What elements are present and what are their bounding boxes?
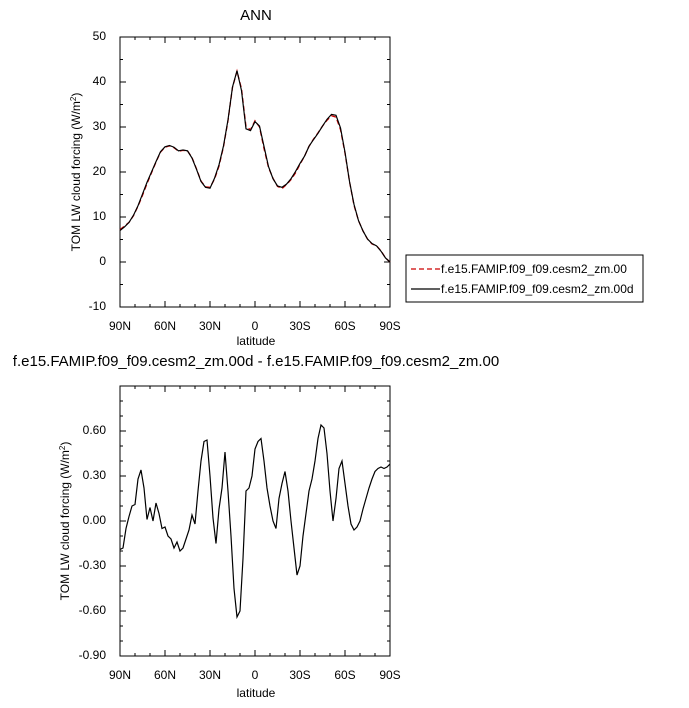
bottom-x-axis-label: latitude (237, 686, 276, 700)
legend-label-zm00d: f.e15.FAMIP.f09_f09.cesm2_zm.00d (441, 282, 634, 296)
legend: f.e15.FAMIP.f09_f09.cesm2_zm.00 f.e15.FA… (405, 254, 644, 303)
top-y-tick-label: 30 (93, 119, 107, 133)
bottom-y-tick-label: 0.00 (83, 513, 107, 527)
bottom-x-tick-label: 30N (199, 668, 221, 682)
top-y-axis-label-text: TOM LW cloud forcing (W/m (69, 101, 83, 251)
bottom-x-tick-label: 60S (334, 668, 355, 682)
top-x-tick-label: 60N (154, 319, 176, 333)
top-y-tick-label: 40 (93, 74, 107, 88)
top-x-tick-label: 0 (252, 319, 259, 333)
top-y-tick-label: 50 (93, 29, 107, 43)
top-series-line-zm00d (119, 70, 391, 263)
top-y-tick-label: 20 (93, 164, 107, 178)
bottom-x-tick-label: 90S (379, 668, 400, 682)
bottom-x-tick-label: 0 (252, 668, 259, 682)
top-x-tick-label: 30S (289, 319, 310, 333)
top-x-tick-labels: 90N 60N 30N 0 30S 60S 90S (109, 319, 401, 333)
top-y-tick-label: 10 (93, 209, 107, 223)
top-y-axis-label: TOM LW cloud forcing (W/m2) (69, 93, 84, 252)
top-x-tick-label: 30N (199, 319, 221, 333)
bottom-y-axis-label-text: TOM LW cloud forcing (W/m (58, 450, 72, 600)
bottom-axis-ticks (119, 386, 391, 657)
legend-label-zm00: f.e15.FAMIP.f09_f09.cesm2_zm.00 (441, 262, 627, 276)
top-y-axis-label-close: ) (69, 93, 83, 97)
bottom-chart-title: f.e15.FAMIP.f09_f09.cesm2_zm.00d - f.e15… (13, 353, 499, 370)
top-x-tick-label: 90S (379, 319, 400, 333)
top-series-line-zm00 (119, 68, 391, 263)
top-y-tick-label: -10 (89, 299, 107, 313)
top-chart-title: ANN (240, 7, 272, 24)
bottom-x-tick-labels: 90N 60N 30N 0 30S 60S 90S (109, 668, 401, 682)
bottom-y-tick-label: 0.60 (83, 423, 107, 437)
legend-box (405, 254, 644, 303)
top-x-tick-label: 90N (109, 319, 131, 333)
bottom-y-axis-label-sup: 2 (58, 445, 67, 450)
top-x-tick-label: 60S (334, 319, 355, 333)
bottom-y-axis-label: TOM LW cloud forcing (W/m2) (58, 442, 73, 601)
bottom-x-tick-label: 30S (289, 668, 310, 682)
bottom-x-tick-label: 60N (154, 668, 176, 682)
top-plot-frame (119, 36, 391, 308)
top-y-tick-label: 0 (99, 254, 106, 268)
top-y-axis-label-sup: 2 (69, 96, 78, 101)
bottom-difference-line (119, 423, 391, 620)
bottom-y-axis-label-close: ) (58, 442, 72, 446)
bottom-y-tick-label: -0.30 (79, 558, 107, 572)
bottom-x-tick-label: 90N (109, 668, 131, 682)
top-x-axis-label: latitude (237, 334, 276, 348)
bottom-y-tick-labels: -0.90 -0.60 -0.30 0.00 0.30 0.60 (79, 423, 107, 662)
bottom-y-tick-label: -0.60 (79, 603, 107, 617)
bottom-y-tick-label: 0.30 (83, 468, 107, 482)
bottom-y-tick-label: -0.90 (79, 648, 107, 662)
top-axis-ticks (119, 36, 391, 308)
top-y-tick-labels: -10 0 10 20 30 40 50 (89, 29, 107, 313)
